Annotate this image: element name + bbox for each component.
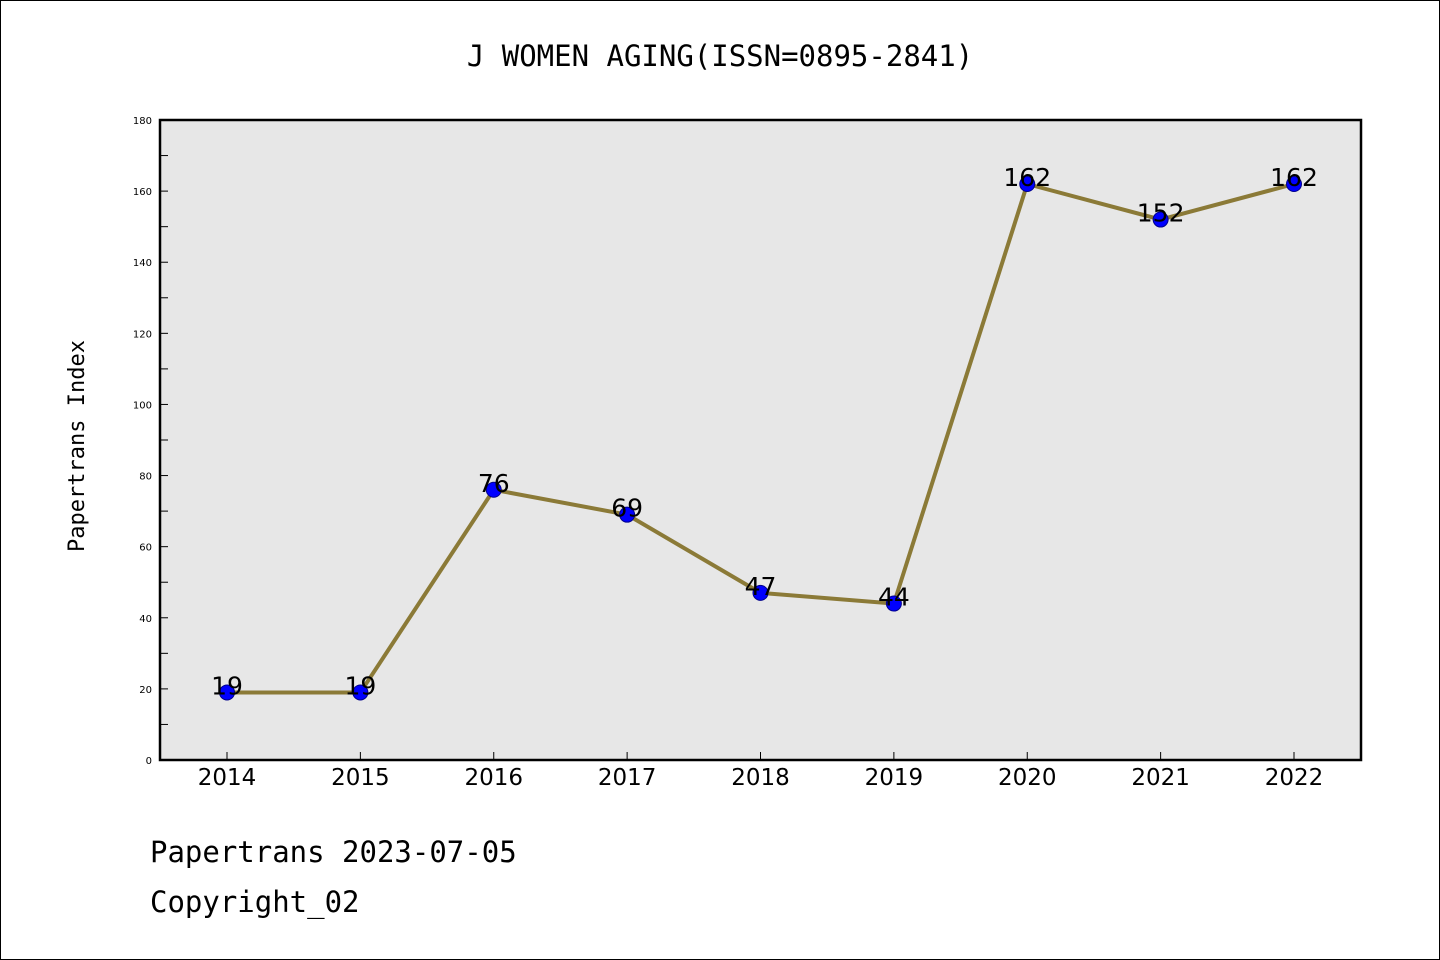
x-tick-label: 2018: [731, 765, 790, 791]
data-labels: 19 19 76 69 47 44 162 152 162: [211, 163, 1318, 700]
data-label: 76: [478, 469, 510, 498]
series-layer: [219, 176, 1302, 701]
x-tick-label: 2014: [198, 765, 257, 791]
data-point: [752, 584, 769, 601]
data-point: [352, 684, 369, 701]
x-tick-label: 2015: [331, 765, 390, 791]
data-point: [619, 506, 636, 523]
y-tick-label: 0: [146, 756, 152, 767]
x-tick-label: 2016: [464, 765, 523, 791]
data-point: [885, 595, 902, 612]
data-label: 19: [344, 671, 376, 700]
data-point: [219, 684, 235, 701]
y-tick-label: 160: [133, 187, 152, 198]
x-tick-label: 2021: [1131, 765, 1190, 791]
y-tick-label: 60: [139, 543, 152, 554]
data-label: 162: [1270, 163, 1318, 192]
y-tick-label: 100: [133, 400, 152, 411]
x-tick-label: 2020: [998, 765, 1057, 791]
y-tick-label: 180: [133, 116, 152, 127]
footer-copyright: Copyright_02: [150, 885, 360, 919]
data-label: 152: [1137, 199, 1185, 228]
data-point: [1019, 176, 1036, 192]
y-tick-label: 80: [139, 472, 152, 483]
y-tick-label: 20: [139, 685, 152, 696]
data-label: 19: [211, 671, 243, 700]
data-label: 162: [1003, 163, 1051, 192]
x-tick-label: 2017: [598, 765, 657, 791]
data-point: [485, 481, 502, 498]
data-label: 69: [611, 494, 643, 523]
axis-ticks: 0 20 40 60 80 100 120 140 160 180 2014 2015 2016 2017…: [133, 116, 1323, 791]
data-label: 44: [878, 583, 910, 612]
chart-title: J WOMEN AGING(ISSN=0895-2841): [467, 39, 973, 73]
x-tick-label: 2022: [1265, 765, 1324, 791]
x-tick-label: 2019: [865, 765, 924, 791]
y-tick-label: 120: [133, 329, 152, 340]
footer-date: Papertrans 2023-07-05: [150, 835, 517, 869]
y-axis-label: Papertrans Index: [65, 340, 90, 552]
data-point: [1152, 211, 1169, 228]
data-point: [1286, 176, 1302, 192]
y-tick-label: 40: [139, 614, 152, 625]
plot-frame: [158, 118, 1363, 762]
y-tick-label: 140: [133, 258, 152, 269]
data-label: 47: [745, 572, 777, 601]
